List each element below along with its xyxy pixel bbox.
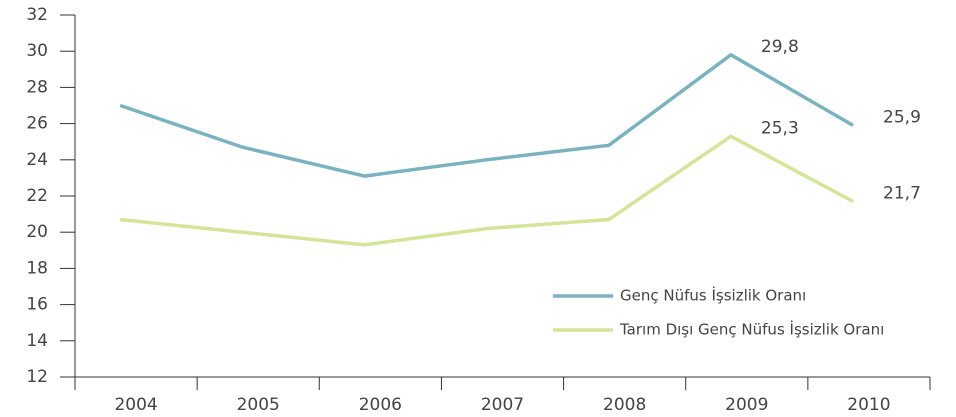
x-tick-label: 2006 <box>359 395 402 415</box>
legend-label: Genç Nüfus İşsizlik Oranı <box>620 286 806 305</box>
y-tick-label: 16 <box>26 295 48 315</box>
y-tick-label: 20 <box>26 222 48 242</box>
line <box>119 53 854 178</box>
line <box>120 134 854 247</box>
y-tick-label: 30 <box>26 41 48 61</box>
y-tick-label: 18 <box>26 258 48 278</box>
y-tick-label: 22 <box>26 186 48 206</box>
x-tick-label: 2009 <box>725 395 768 415</box>
x-tick-label: 2005 <box>237 395 280 415</box>
x-tick-label: 2007 <box>481 395 524 415</box>
legend-label: Tarım Dışı Genç Nüfus İşsizlik Oranı <box>619 320 884 339</box>
data-label: 29,8 <box>761 37 799 57</box>
x-tick-label: 2004 <box>114 395 157 415</box>
y-tick-label: 12 <box>26 367 48 387</box>
data-label: 25,9 <box>883 107 921 127</box>
y-tick-label: 14 <box>26 331 48 351</box>
x-tick-label: 2010 <box>847 395 890 415</box>
y-tick-label: 32 <box>26 5 48 25</box>
y-tick-label: 26 <box>26 114 48 134</box>
y-tick-label: 28 <box>26 77 48 97</box>
data-label: 25,3 <box>761 118 799 138</box>
y-tick-label: 24 <box>26 150 48 170</box>
x-tick-label: 2008 <box>603 395 646 415</box>
data-label: 21,7 <box>883 183 921 203</box>
